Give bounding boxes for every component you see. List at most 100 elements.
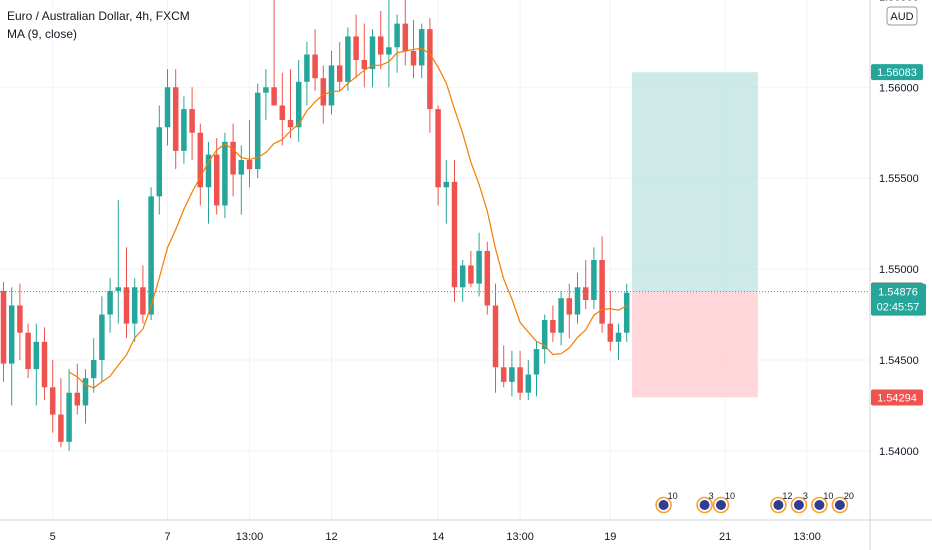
candle-body [377, 36, 384, 55]
candle-body [238, 160, 245, 175]
candle [591, 247, 597, 310]
candle [353, 14, 359, 79]
candle [492, 283, 499, 393]
candle [66, 369, 72, 451]
candle-body [451, 181, 458, 288]
candle-body [558, 298, 564, 333]
candle-body [181, 109, 187, 151]
candle-body [500, 367, 507, 382]
candle-body [582, 287, 589, 300]
candle-body [525, 374, 532, 393]
event-marker[interactable]: 20 [831, 491, 854, 514]
event-count: 3 [709, 491, 714, 501]
candle [164, 69, 171, 146]
stop-price-tag[interactable]: 1.54294 [871, 389, 923, 406]
candle-body [533, 349, 540, 375]
symbol-title[interactable]: Euro / Australian Dollar, 4h, FXCM [7, 9, 190, 23]
price-axis[interactable] [870, 0, 932, 550]
target-price-tag-text: 1.56083 [877, 67, 917, 79]
events-row[interactable]: 10 3 10 12 3 10 20 [655, 491, 854, 514]
candle [517, 350, 523, 400]
candle-body [591, 260, 597, 300]
candle [500, 345, 507, 388]
candle-body [66, 392, 72, 442]
candle [623, 283, 630, 342]
candle-body [336, 65, 343, 82]
candle-body [304, 54, 310, 82]
candle [525, 360, 532, 400]
currency-badge[interactable]: AUD [886, 6, 918, 26]
candle [607, 290, 614, 351]
candle-body [230, 141, 236, 175]
candle-body [279, 105, 286, 120]
candle-body [541, 320, 548, 350]
flag-icon [814, 500, 825, 510]
candle [550, 305, 556, 342]
candle [131, 278, 138, 342]
candle-body [107, 290, 113, 315]
event-count: 12 [782, 491, 792, 501]
position-tool[interactable] [631, 72, 758, 398]
target-price-tag[interactable]: 1.56083 [871, 64, 923, 81]
candle [427, 18, 433, 133]
candle-body [172, 87, 179, 151]
candle [615, 323, 622, 360]
x-tick-label: 14 [432, 531, 444, 543]
candle [189, 87, 195, 160]
candle [156, 105, 163, 215]
candles [0, 0, 630, 451]
stop-price-tag-box[interactable] [871, 389, 923, 406]
y-tick-label: 1.55500 [879, 173, 919, 185]
candle [443, 160, 450, 224]
candle [33, 323, 40, 406]
candle-body [443, 181, 450, 188]
profit-target-zone[interactable] [631, 72, 758, 292]
ma-indicator-label[interactable]: MA (9, close) [7, 27, 78, 41]
stop-loss-zone[interactable] [631, 291, 758, 398]
candle [345, 27, 351, 91]
candle-body [459, 265, 466, 288]
last-price-tag[interactable]: 1.54876 02:45:57 [871, 283, 926, 316]
currency-badge-box[interactable] [886, 6, 918, 26]
event-count: 10 [725, 491, 735, 501]
candle [558, 290, 564, 346]
candle-body [484, 250, 491, 306]
candle-body [140, 287, 146, 315]
candle [418, 23, 425, 79]
candle-body [17, 305, 23, 333]
event-marker[interactable]: 10 [655, 491, 678, 514]
x-tick-label: 13:00 [506, 531, 534, 543]
candle-body [99, 314, 105, 360]
candle [254, 83, 261, 179]
event-marker[interactable]: 3 [790, 491, 808, 514]
candle-body [615, 332, 622, 342]
candle [484, 241, 491, 315]
last-price-tag-box[interactable] [871, 283, 926, 316]
candle-body [574, 287, 581, 315]
candle-body [8, 305, 15, 364]
candle [123, 247, 130, 339]
candle [435, 105, 441, 206]
candle-body [468, 265, 474, 284]
flag-icon [773, 500, 784, 510]
candle [295, 60, 302, 142]
event-marker[interactable]: 3 [696, 491, 714, 514]
event-marker[interactable]: 10 [712, 491, 736, 514]
candle-body [205, 154, 212, 188]
flag-icon [658, 500, 669, 510]
candle [509, 350, 515, 397]
event-marker[interactable]: 10 [811, 491, 834, 514]
candle [107, 278, 113, 333]
event-count: 10 [823, 491, 833, 501]
candle-body [427, 29, 433, 110]
candle-body [49, 387, 56, 415]
target-price-tag-box[interactable] [871, 64, 923, 81]
flag-icon [834, 500, 845, 510]
event-marker[interactable]: 12 [770, 491, 793, 514]
ma-line [68, 47, 627, 389]
x-tick-label: 12 [325, 531, 337, 543]
time-axis[interactable] [0, 520, 932, 550]
x-tick-label: 13:00 [236, 531, 264, 543]
